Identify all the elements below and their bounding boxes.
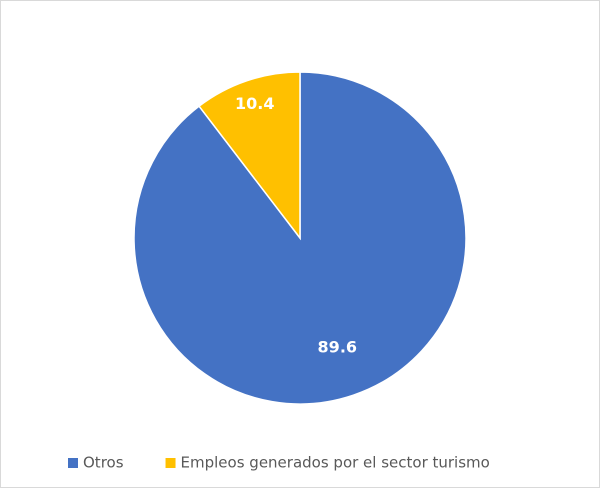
legend-swatch [68,458,78,468]
legend-swatch [165,458,176,468]
pie-slice [198,71,301,241]
data-label: 10.4 [235,94,274,113]
legend-label: Otros [83,454,124,472]
data-label: 89.6 [318,338,357,357]
legend-label: Empleos generados por el sector turismo [181,454,490,472]
